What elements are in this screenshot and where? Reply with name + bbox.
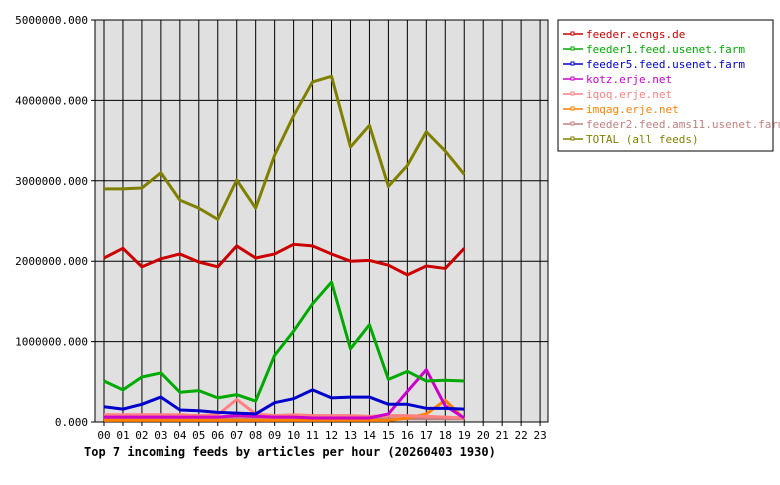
legend-entry: iqoq.erje.net bbox=[586, 88, 672, 101]
x-tick-label: 18 bbox=[439, 429, 452, 442]
x-tick-label: 23 bbox=[533, 429, 546, 442]
legend-marker bbox=[570, 61, 575, 66]
series-line bbox=[103, 280, 465, 403]
x-tick-label: 00 bbox=[97, 429, 110, 442]
x-tick-label: 17 bbox=[420, 429, 433, 442]
y-tick-label: 4000000.000 bbox=[15, 94, 88, 107]
y-tick-label: 1000000.000 bbox=[15, 336, 88, 349]
legend bbox=[557, 19, 774, 152]
series-line bbox=[104, 74, 466, 221]
legend-marker bbox=[570, 106, 575, 111]
legend-entry: TOTAL (all feeds) bbox=[586, 133, 699, 146]
legend-marker bbox=[570, 46, 575, 51]
x-tick-label: 02 bbox=[135, 429, 148, 442]
legend-marker bbox=[570, 121, 575, 126]
x-tick-label: 11 bbox=[306, 429, 319, 442]
x-tick-label: 09 bbox=[268, 429, 281, 442]
legend-entry: feeder5.feed.usenet.farm bbox=[586, 58, 745, 71]
x-tick-label: 12 bbox=[325, 429, 338, 442]
y-tick-label: 2000000.000 bbox=[15, 255, 88, 268]
x-tick-label: 01 bbox=[116, 429, 129, 442]
series-line bbox=[104, 398, 466, 422]
y-tick-label: 5000000.000 bbox=[15, 14, 88, 27]
series-line bbox=[103, 388, 465, 416]
x-tick-label: 21 bbox=[496, 429, 509, 442]
y-tick-label: 3000000.000 bbox=[15, 175, 88, 188]
plot-area bbox=[94, 19, 549, 423]
legend-entry: feeder.ecngs.de bbox=[586, 28, 685, 41]
x-tick-label: 20 bbox=[477, 429, 490, 442]
x-tick-label: 13 bbox=[344, 429, 357, 442]
x-tick-label: 04 bbox=[173, 429, 187, 442]
x-tick-label: 07 bbox=[230, 429, 243, 442]
legend-entry: imqag.erje.net bbox=[586, 103, 679, 116]
legend-marker bbox=[570, 31, 575, 36]
x-tick-label: 19 bbox=[458, 429, 471, 442]
x-tick-label: 22 bbox=[514, 429, 527, 442]
legend-marker bbox=[570, 136, 575, 141]
x-tick-label: 14 bbox=[363, 429, 377, 442]
legend-entry: feeder2.feed.ams11.usenet.farm bbox=[586, 118, 780, 131]
x-tick-label: 03 bbox=[154, 429, 167, 442]
x-tick-label: 10 bbox=[287, 429, 300, 442]
legend-marker bbox=[570, 76, 575, 81]
legend-entry: kotz.erje.net bbox=[586, 73, 672, 86]
legend-entry: feeder1.feed.usenet.farm bbox=[586, 43, 745, 56]
series-line bbox=[103, 242, 466, 277]
chart-title: Top 7 incoming feeds by articles per hou… bbox=[84, 445, 496, 459]
x-tick-label: 16 bbox=[401, 429, 414, 442]
x-tick-label: 15 bbox=[382, 429, 395, 442]
series-line bbox=[104, 368, 466, 420]
legend-marker bbox=[570, 91, 575, 96]
y-tick-label: 0.000 bbox=[55, 416, 88, 429]
x-tick-label: 08 bbox=[249, 429, 262, 442]
x-tick-label: 05 bbox=[192, 429, 205, 442]
series-line bbox=[104, 397, 465, 420]
x-tick-label: 06 bbox=[211, 429, 224, 442]
